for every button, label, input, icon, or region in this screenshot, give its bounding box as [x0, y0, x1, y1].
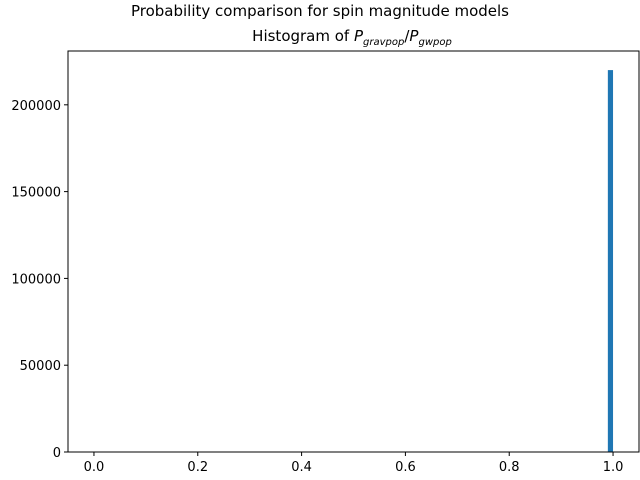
- y-tick-label: 200000: [11, 99, 61, 114]
- title-numerator-sub: gravpop: [363, 37, 404, 48]
- chart-title: Histogram of Pgravpop/Pgwpop: [252, 27, 452, 48]
- y-tick-label: 50000: [20, 359, 61, 374]
- y-tick-label: 150000: [11, 186, 61, 201]
- title-prefix: Histogram of: [252, 27, 354, 45]
- bars-group: [607, 70, 614, 452]
- y-axis: 0 50000 100000 150000 200000: [11, 99, 68, 461]
- title-denominator-sub: gwpop: [418, 37, 451, 48]
- histogram-bar: [607, 70, 614, 452]
- plot-frame: [67, 50, 640, 453]
- x-tick-label: 0.2: [187, 460, 208, 475]
- x-tick-label: 0.4: [291, 460, 312, 475]
- y-tick-label: 100000: [11, 272, 61, 287]
- x-axis: 0.0 0.2 0.4 0.6 0.8 1.0: [84, 452, 624, 475]
- x-tick-label: 0.6: [395, 460, 416, 475]
- title-denominator: P: [409, 27, 419, 45]
- y-tick-label: 0: [53, 446, 61, 461]
- x-tick-label: 0.8: [499, 460, 520, 475]
- title-slash: /: [404, 27, 410, 45]
- title-numerator: P: [354, 27, 364, 45]
- chart-suptitle: Probability comparison for spin magnitud…: [131, 2, 509, 20]
- x-tick-label: 0.0: [84, 460, 105, 475]
- x-tick-label: 1.0: [603, 460, 624, 475]
